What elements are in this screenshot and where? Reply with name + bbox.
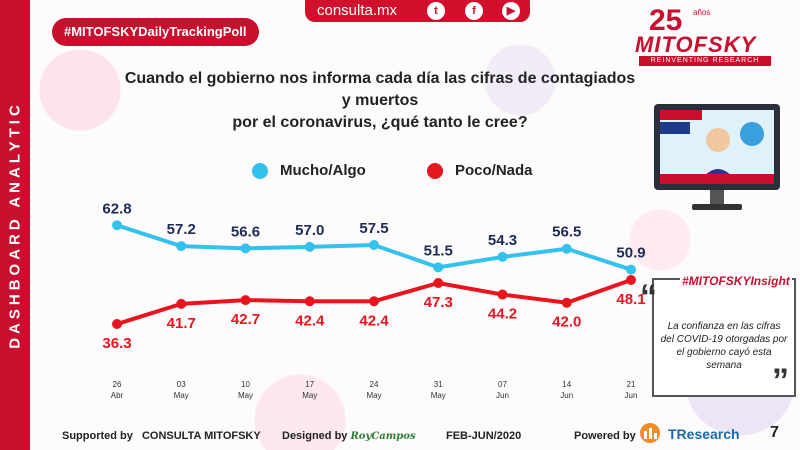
point-poco-nada-8 [626, 275, 636, 286]
page-number: 7 [770, 424, 779, 441]
data-label-poco-nada-8: 48.1 [616, 291, 645, 308]
poll-hashtag-badge: #MITOFSKYDailyTrackingPoll [52, 18, 259, 46]
data-label-mucho-algo-5: 51.5 [424, 242, 453, 259]
point-mucho-algo-6 [497, 251, 508, 262]
point-poco-nada-3 [304, 296, 315, 307]
data-label-poco-nada-4: 42.4 [359, 312, 389, 329]
data-label-mucho-algo-7: 56.5 [552, 224, 581, 241]
point-mucho-algo-5 [433, 262, 444, 273]
question-line-2: por el coronavirus, ¿qué tanto le cree? [232, 114, 528, 131]
tv-news-icon [654, 104, 780, 210]
point-mucho-algo-8 [626, 264, 636, 275]
designer-signature: RoyCampos [350, 431, 416, 442]
footer-period: FEB-JUN/2020 [446, 430, 522, 442]
x-tick-month-4: May [366, 391, 381, 400]
point-poco-nada-1 [176, 298, 187, 309]
legend-label-poco: Poco/Nada [455, 162, 533, 179]
x-tick-day-3: 17 [305, 380, 314, 389]
x-tick-day-2: 10 [241, 380, 250, 389]
point-poco-nada-0 [112, 318, 122, 329]
site-name[interactable]: consulta.mx [317, 2, 398, 19]
point-poco-nada-6 [497, 289, 508, 300]
x-tick-month-2: May [238, 391, 253, 400]
twitter-icon[interactable]: t [427, 2, 445, 20]
data-label-poco-nada-3: 42.4 [295, 312, 325, 329]
data-label-mucho-algo-2: 56.6 [231, 223, 260, 240]
insight-title: #MITOFSKYInsight [680, 274, 792, 288]
supported-name: CONSULTA MITOFSKY [141, 430, 261, 442]
data-label-poco-nada-7: 42.0 [552, 314, 581, 331]
data-label-poco-nada-2: 42.7 [231, 311, 260, 328]
x-tick-day-4: 24 [370, 380, 379, 389]
top-bar: consulta.mx t f ▶ [305, 0, 530, 22]
x-tick-day-7: 14 [562, 380, 571, 389]
insight-box: #MITOFSKYInsight “ La confianza en las c… [640, 274, 796, 400]
point-mucho-algo-0 [112, 220, 122, 231]
x-tick-day-8: 21 [627, 380, 636, 389]
data-label-poco-nada-0: 36.3 [102, 335, 131, 352]
mitofsky-logo: 25 años MITOFSKY REINVENTING RESEARCH [635, 4, 775, 66]
footer-supported: Supported by CONSULTA MITOFSKY [62, 430, 261, 442]
x-tick-day-5: 31 [434, 380, 443, 389]
tresearch-name: TResearch [668, 426, 740, 442]
facebook-icon[interactable]: f [465, 2, 483, 20]
data-label-mucho-algo-3: 57.0 [295, 222, 324, 239]
supported-prefix: Supported by [62, 430, 133, 442]
survey-question: Cuando el gobierno nos informa cada día … [120, 68, 640, 134]
point-mucho-algo-4 [369, 240, 379, 250]
data-label-poco-nada-1: 41.7 [167, 315, 196, 332]
x-tick-day-1: 03 [177, 380, 186, 389]
x-tick-month-3: May [302, 391, 317, 400]
point-poco-nada-7 [561, 297, 572, 308]
designed-prefix: Designed by [282, 430, 348, 442]
x-tick-month-5: May [431, 391, 446, 400]
point-poco-nada-2 [240, 295, 251, 306]
data-label-mucho-algo-1: 57.2 [167, 221, 196, 238]
x-tick-day-6: 07 [498, 380, 507, 389]
data-label-mucho-algo-4: 57.5 [359, 220, 388, 237]
x-tick-month-6: Jun [496, 391, 509, 400]
x-tick-month-1: May [174, 391, 189, 400]
insight-text: La confianza en las cifras del COVID-19 … [660, 321, 788, 371]
tresearch-logo-icon [640, 423, 660, 443]
data-label-poco-nada-6: 44.2 [488, 306, 517, 323]
logo-years: 25 [649, 4, 683, 37]
point-mucho-algo-1 [176, 241, 187, 252]
point-mucho-algo-2 [240, 243, 251, 254]
logo-tagline: REINVENTING RESEARCH [639, 56, 771, 66]
data-label-poco-nada-5: 47.3 [424, 294, 453, 311]
x-tick-month-7: Jun [560, 391, 573, 400]
legend-label-mucho: Mucho/Algo [280, 162, 366, 179]
x-tick-month-0: Abr [111, 391, 124, 400]
point-poco-nada-5 [433, 278, 444, 288]
open-quote-icon: “ [640, 278, 657, 316]
point-mucho-algo-7 [561, 243, 572, 254]
data-label-mucho-algo-0: 62.8 [102, 200, 131, 217]
x-tick-day-0: 26 [113, 380, 122, 389]
x-tick-month-8: Jun [625, 391, 638, 400]
question-line-1: Cuando el gobierno nos informa cada día … [124, 70, 636, 109]
logo-name: MITOFSKY [635, 32, 757, 57]
footer-designed: Designed by RoyCampos [282, 430, 416, 442]
data-label-mucho-algo-6: 54.3 [488, 232, 517, 249]
legend-swatch-poco [427, 163, 443, 179]
youtube-icon[interactable]: ▶ [502, 2, 520, 20]
point-mucho-algo-3 [304, 241, 315, 252]
data-label-mucho-algo-8: 50.9 [616, 245, 645, 262]
point-poco-nada-4 [369, 296, 379, 307]
footer-powered-prefix: Powered by [574, 430, 636, 442]
legend-swatch-mucho [252, 163, 268, 179]
sidebar: DASHBOARD ANALYTIC [0, 0, 30, 450]
logo-anios: años [693, 8, 711, 17]
close-quote-icon: ” [772, 362, 789, 400]
